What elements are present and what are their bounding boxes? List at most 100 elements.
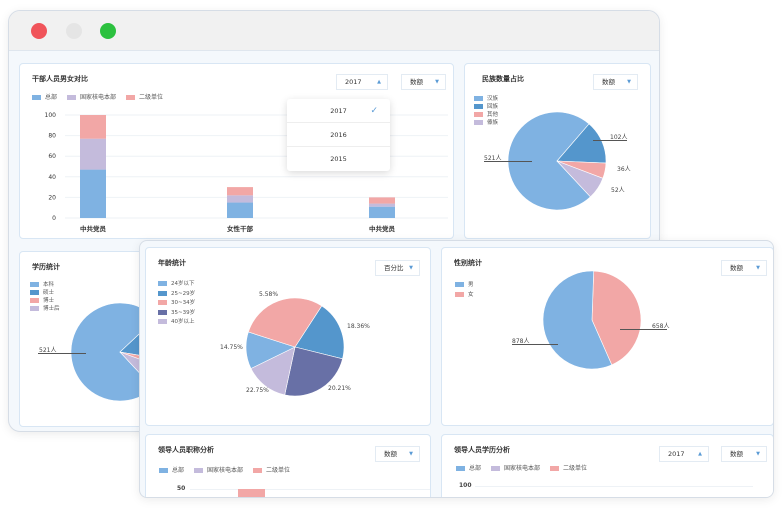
bar-segment (227, 202, 253, 218)
bar-segment (227, 187, 253, 196)
age-pie-chart (245, 297, 345, 397)
panel-title: 民族数量占比 (482, 75, 524, 83)
y-tick-label: 40 (48, 174, 56, 181)
minimize-window-button[interactable] (66, 23, 82, 39)
bar-segment (227, 195, 253, 203)
dropdown-option-2016[interactable]: 2016 (287, 123, 390, 147)
legend-item: 傣族 (474, 119, 498, 127)
leader-education-panel: 领导人员学历分析 2017 ▲ 数额 ▼ 总部 国家核电本部 二级单位 100 (441, 434, 773, 497)
bar-segment (80, 138, 106, 170)
legend: 本科 硕士 博士 博士后 (30, 281, 60, 313)
chevron-down-icon: ▼ (756, 451, 760, 457)
x-tick-label: 女性干部 (227, 224, 254, 233)
legend: 总部 国家核电本部 二级单位 (32, 92, 163, 101)
legend-item: 博士 (30, 297, 60, 305)
mode-select-value: 数额 (410, 78, 423, 86)
mode-select[interactable]: 数额 ▼ (721, 446, 767, 462)
x-tick-label: 中共党员 (369, 224, 396, 233)
legend-item: 二级单位 (126, 92, 163, 101)
slice-label: 20.21% (328, 385, 351, 392)
leader-line (593, 140, 627, 141)
bar-segment (80, 115, 106, 139)
pie-slice (284, 346, 343, 397)
legend-item: 25~29岁 (158, 290, 195, 300)
slice-label: 36人 (617, 166, 631, 173)
legend-item: 二级单位 (253, 465, 290, 474)
legend-item: 35~39岁 (158, 309, 195, 319)
chevron-down-icon: ▼ (756, 265, 760, 271)
pie-slice (591, 270, 642, 366)
legend: 汉族 回族 其他 傣族 (474, 95, 498, 127)
bar-segment (369, 197, 395, 204)
panel-title: 领导人员职称分析 (158, 446, 214, 454)
gender-panel: 性别统计 数额 ▼ 男 女 878人 658人 (441, 247, 773, 426)
legend-item: 国家核电本部 (194, 465, 243, 474)
legend: 男 女 (455, 280, 474, 300)
leader-line (620, 329, 667, 330)
cadre-gender-panel: 干部人员男女对比 2017 ▲ 数额 ▼ 总部 国家核电本部 二级单位 0 20 40 6… (19, 63, 454, 239)
legend-item: 其他 (474, 111, 498, 119)
leader-line (512, 344, 558, 345)
legend-item: 博士后 (30, 305, 60, 313)
mode-select[interactable]: 数额 ▼ (593, 74, 638, 90)
legend-item: 女 (455, 290, 474, 300)
title-bar (9, 11, 659, 51)
ethnic-pie-chart (507, 111, 607, 211)
bar-segment (369, 203, 395, 207)
legend: 总部 国家核电本部 二级单位 (456, 463, 587, 472)
slice-label: 18.36% (347, 323, 370, 330)
slice-label: 658人 (652, 323, 670, 330)
slice-label: 52人 (611, 187, 625, 194)
y-tick-label: 0 (52, 215, 56, 222)
slice-label: 14.75% (220, 344, 243, 351)
gridline (190, 489, 430, 490)
y-tick-label: 80 (48, 133, 56, 140)
close-window-button[interactable] (31, 23, 47, 39)
ethnic-panel: 民族数量占比 数额 ▼ 汉族 回族 其他 傣族 521人 102人 36人 52人 (464, 63, 651, 239)
pie-slice (542, 270, 613, 370)
title-analysis-panel: 领导人员职称分析 数额 ▼ 总部 国家核电本部 二级单位 50 (145, 434, 431, 497)
pie-slice (247, 297, 323, 348)
mode-select[interactable]: 数额 ▼ (721, 260, 767, 276)
front-window: 年龄统计 百分比 ▼ 24岁以下 25~29岁 30~34岁 35~39岁 40岁… (139, 240, 774, 498)
bar-chart: 0 20 40 60 80 100 中共党员 女性干部 中共党员 (45, 112, 448, 233)
mode-select[interactable]: 数额 ▼ (401, 74, 446, 90)
y-tick-label: 60 (48, 153, 56, 160)
pie-slice (294, 305, 345, 360)
x-tick-label: 中共党员 (80, 224, 107, 233)
legend-item: 本科 (30, 281, 60, 289)
legend-item: 总部 (32, 92, 57, 101)
chevron-down-icon: ▼ (435, 79, 439, 85)
slice-label: 878人 (512, 338, 530, 345)
leader-line (38, 353, 86, 354)
chevron-down-icon: ▼ (409, 265, 413, 271)
year-select[interactable]: 2017 ▲ (659, 446, 709, 462)
legend: 24岁以下 25~29岁 30~34岁 35~39岁 40岁以上 (158, 280, 195, 328)
mode-select-value: 数额 (730, 264, 743, 272)
mode-select-value: 数额 (602, 78, 615, 86)
age-panel: 年龄统计 百分比 ▼ 24岁以下 25~29岁 30~34岁 35~39岁 40岁… (145, 247, 431, 426)
legend-item: 回族 (474, 103, 498, 111)
maximize-window-button[interactable] (100, 23, 116, 39)
year-select[interactable]: 2017 ▲ (336, 74, 388, 90)
legend-item: 男 (455, 280, 474, 290)
leader-line (484, 161, 532, 162)
mode-select[interactable]: 数额 ▼ (375, 446, 420, 462)
pie-slice (556, 160, 604, 198)
legend-item: 国家核电本部 (491, 463, 540, 472)
panel-title: 学历统计 (32, 263, 60, 271)
legend-item: 硕士 (30, 289, 60, 297)
check-icon: ✓ (370, 106, 378, 116)
slice-label: 521人 (39, 347, 57, 354)
dropdown-option-2017[interactable]: 2017 ✓ (287, 99, 390, 123)
legend-item: 30~34岁 (158, 299, 195, 309)
legend: 总部 国家核电本部 二级单位 (159, 465, 290, 474)
mode-select-value: 数额 (730, 450, 743, 458)
legend-item: 汉族 (474, 95, 498, 103)
slice-label: 5.58% (259, 291, 279, 298)
mode-select[interactable]: 百分比 ▼ (375, 260, 420, 276)
panel-title: 性别统计 (454, 259, 482, 267)
mode-select-value: 数额 (384, 450, 397, 458)
year-select-value: 2017 (668, 450, 685, 458)
dropdown-option-2015[interactable]: 2015 (330, 155, 347, 163)
